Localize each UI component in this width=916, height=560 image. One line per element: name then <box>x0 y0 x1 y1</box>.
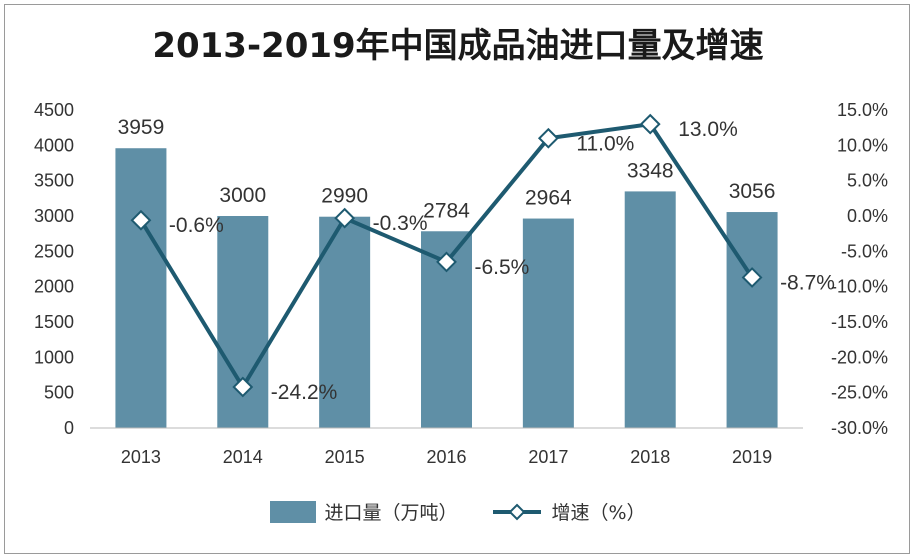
y-left-tick-label: 2000 <box>34 277 74 297</box>
y-right-tick-label: -10.0% <box>831 277 888 297</box>
y-left-tick-label: 500 <box>44 383 74 403</box>
chart-legend: 进口量（万吨） 增速（%） <box>0 498 916 525</box>
legend-line-swatch <box>493 503 542 520</box>
chart-title: 2013-2019年中国成品油进口量及增速 <box>152 26 764 66</box>
growth-marker-2018 <box>639 113 661 135</box>
bar-2019 <box>726 212 778 428</box>
bar-2017 <box>522 218 574 428</box>
y-left-tick-label: 1000 <box>34 347 74 367</box>
bar-value-label: 3959 <box>118 116 165 139</box>
y-right-tick-label: -15.0% <box>831 312 888 332</box>
legend-bar-label: 进口量（万吨） <box>324 502 458 524</box>
y-right-tick-label: -5.0% <box>841 241 888 261</box>
bar-2015 <box>319 216 371 428</box>
x-tick-label: 2014 <box>223 447 263 467</box>
x-tick-label: 2013 <box>121 447 161 467</box>
growth-value-label: 11.0% <box>576 132 634 155</box>
y-right-tick-label: 10.0% <box>837 135 888 155</box>
bar-value-label: 3348 <box>627 159 674 182</box>
legend-line-label: 增速（%） <box>551 502 646 524</box>
growth-value-label: -8.7% <box>780 271 835 294</box>
growth-marker-2014 <box>232 376 254 398</box>
legend-item-bar: 进口量（万吨） <box>270 498 457 525</box>
growth-value-label: -0.3% <box>373 212 428 235</box>
growth-value-label: -6.5% <box>475 256 530 279</box>
bar-2013 <box>115 148 167 429</box>
growth-value-label: -24.2% <box>271 381 338 404</box>
y-left-tick-label: 4500 <box>34 100 74 120</box>
y-left-tick-label: 3000 <box>34 206 74 226</box>
y-left-tick-label: 1500 <box>34 312 74 332</box>
x-tick-label: 2017 <box>528 447 568 467</box>
y-right-tick-label: 5.0% <box>847 171 888 191</box>
x-tick-label: 2015 <box>325 447 365 467</box>
growth-marker-2013 <box>130 209 152 231</box>
y-right-tick-label: 15.0% <box>837 100 888 120</box>
growth-marker-2015 <box>334 207 356 229</box>
bar-value-label: 3000 <box>219 184 266 207</box>
growth-marker-2019 <box>741 267 763 288</box>
x-tick-label: 2016 <box>426 447 466 467</box>
y-right-tick-label: -20.0% <box>831 347 888 367</box>
legend-item-line: 增速（%） <box>491 498 646 525</box>
x-tick-label: 2018 <box>630 447 670 467</box>
legend-bar-swatch <box>270 500 317 523</box>
growth-value-label: -0.6% <box>169 214 224 237</box>
y-right-tick-label: -25.0% <box>831 383 888 403</box>
bar-value-label: 2964 <box>525 187 572 210</box>
y-right-tick-label: -30.0% <box>831 418 888 438</box>
y-left-tick-label: 2500 <box>34 241 74 261</box>
bar-value-label: 2990 <box>321 185 368 208</box>
growth-marker-2017 <box>537 127 559 149</box>
y-left-tick-label: 4000 <box>34 135 74 155</box>
growth-marker-2016 <box>436 251 457 273</box>
y-left-tick-label: 0 <box>64 418 74 438</box>
x-tick-label: 2019 <box>732 447 772 467</box>
y-right-tick-label: 0.0% <box>847 206 888 226</box>
bar-2018 <box>624 191 676 428</box>
bar-value-label: 3056 <box>729 180 776 203</box>
bar-value-label: 2784 <box>423 199 470 222</box>
y-left-tick-label: 3500 <box>34 171 74 191</box>
growth-value-label: 13.0% <box>678 118 738 141</box>
